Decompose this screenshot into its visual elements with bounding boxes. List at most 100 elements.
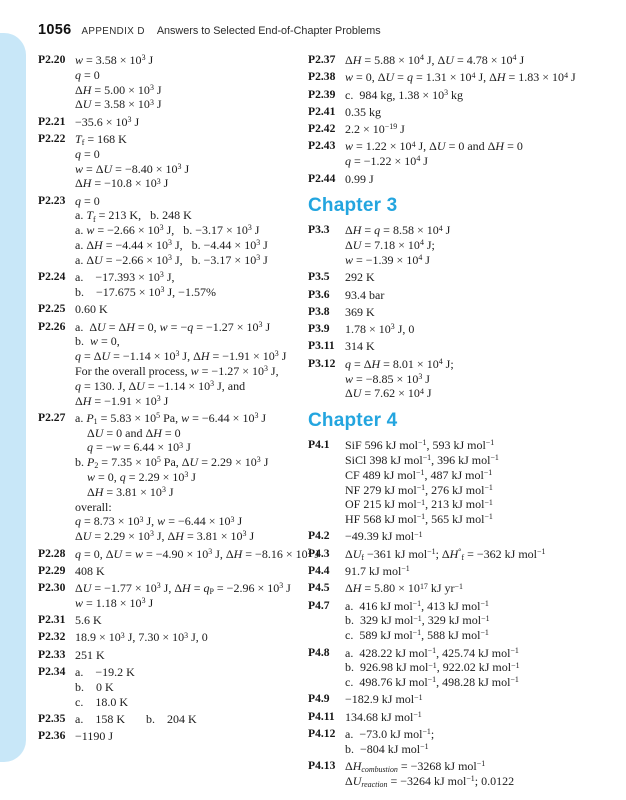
answer-line: SiCl 398 kJ mol−1, 396 kJ mol−1 xyxy=(345,452,499,467)
answer-line: overall: xyxy=(75,499,112,514)
answer-entry: P3.9 1.78 × 103 J, 0 xyxy=(308,322,620,337)
answer-line: a. −17.393 × 103 J, xyxy=(75,270,175,285)
answer-line: ΔH = −1.91 × 103 J xyxy=(75,393,169,408)
problem-label: P3.8 xyxy=(308,304,330,318)
page-number: 1056 xyxy=(38,22,72,38)
answer-entry: P2.25 0.60 K xyxy=(38,302,306,317)
answer-lines: a. −17.393 × 103 J, b. −17.675 × 103 J, −… xyxy=(75,270,306,300)
answer-line: b. −804 kJ mol−1 xyxy=(345,741,429,756)
answer-line: w = 0, ΔU = q = 1.31 × 104 J, ΔH = 1.83 … xyxy=(345,70,576,85)
answer-line: q = 130. J, ΔU = −1.14 × 103 J, and xyxy=(75,378,246,393)
answer-line: b. w = 0, xyxy=(75,334,120,349)
problem-label: P2.22 xyxy=(38,131,66,145)
answer-lines: a. 416 kJ mol−1, 413 kJ mol−1 b. 329 kJ m… xyxy=(345,599,620,643)
answer-entry: P2.24 a. −17.393 × 103 J, b. −17.675 × 103… xyxy=(38,270,306,300)
answer-entry: P2.21 −35.6 × 103 J xyxy=(38,115,306,130)
problem-label: P2.42 xyxy=(308,122,336,136)
page-title: Answers to Selected End-of-Chapter Probl… xyxy=(156,25,381,37)
problem-label: P2.41 xyxy=(308,104,336,118)
answer-lines: ΔH = q = 8.58 × 104 J ΔU = 7.18 × 104 J; w… xyxy=(345,223,620,267)
answer-entry: P4.13 ΔHcombustion = −3268 kJ mol−1 ΔUreac… xyxy=(308,759,620,789)
answer-line: −182.9 kJ mol−1 xyxy=(345,692,423,707)
answer-lines: 0.35 kg xyxy=(345,105,620,120)
problem-label: P2.23 xyxy=(38,193,66,207)
answer-line: a. 158 K b. 204 K xyxy=(75,711,197,726)
page-edge-tab xyxy=(0,33,26,762)
answer-line: 314 K xyxy=(345,339,375,354)
answer-lines: −182.9 kJ mol−1 xyxy=(345,692,620,707)
problem-label: P2.36 xyxy=(38,729,66,743)
answer-line: a. ΔU = ΔH = 0, w = −q = −1.27 × 103 J xyxy=(75,319,271,334)
answer-line: ΔH = 5.80 × 1017 kJ yr−1 xyxy=(345,581,463,596)
answer-line: 369 K xyxy=(345,304,375,319)
answer-lines: 251 K xyxy=(75,648,306,663)
answer-line: ΔU = −1.77 × 103 J, ΔH = qP = −2.96 × 10… xyxy=(75,581,291,597)
answer-line: ΔU = 0 and ΔH = 0 xyxy=(75,425,181,440)
answer-line: NF 279 kJ mol−1, 276 kJ mol−1 xyxy=(345,482,493,497)
problem-label: P2.33 xyxy=(38,647,66,661)
answer-line: a. w = −2.66 × 103 J, b. −3.17 × 103 J xyxy=(75,223,260,238)
answer-lines: 408 K xyxy=(75,564,306,579)
answer-line: ΔH = 5.00 × 103 J xyxy=(75,82,162,97)
answer-line: ΔUf −361 kJ mol−1; ΔH°f = −362 kJ mol−1 xyxy=(345,546,546,562)
answer-lines: a. −73.0 kJ mol−1; b. −804 kJ mol−1 xyxy=(345,727,620,757)
answer-line: CF 489 kJ mol−1, 487 kJ mol−1 xyxy=(345,467,493,482)
answer-line: −1190 J xyxy=(75,729,113,744)
answer-line: a. 428.22 kJ mol−1, 425.74 kJ mol−1 xyxy=(345,645,519,660)
answer-line: ΔU = 7.18 × 104 J; xyxy=(345,238,435,253)
problem-label: P2.39 xyxy=(308,87,336,101)
answer-line: 18.9 × 103 J, 7.30 × 103 J, 0 xyxy=(75,630,208,645)
answer-lines: ΔHcombustion = −3268 kJ mol−1 ΔUreaction … xyxy=(345,759,620,789)
answer-line: ΔH = 5.88 × 104 J, ΔU = 4.78 × 104 J xyxy=(345,53,525,67)
answer-entry: P3.6 93.4 bar xyxy=(308,288,620,303)
answer-entry: P2.43 w = 1.22 × 104 J, ΔU = 0 and ΔH = 0… xyxy=(308,139,620,169)
problem-label: P2.24 xyxy=(38,270,66,284)
answer-entry: P3.5 292 K xyxy=(308,270,620,285)
answer-entry: P2.41 0.35 kg xyxy=(308,105,620,120)
answer-line: a. ΔH = −4.44 × 103 J, b. −4.44 × 103 J xyxy=(75,238,268,253)
answer-line: 0.60 K xyxy=(75,302,108,317)
problem-label: P4.2 xyxy=(308,529,330,543)
problem-label: P2.25 xyxy=(38,302,66,316)
answer-lines: ΔUf −361 kJ mol−1; ΔH°f = −362 kJ mol−1 xyxy=(345,547,620,562)
problem-label: P4.4 xyxy=(308,564,330,578)
answer-entry: P2.30 ΔU = −1.77 × 103 J, ΔH = qP = −2.96… xyxy=(38,581,306,611)
answer-lines: ΔU = −1.77 × 103 J, ΔH = qP = −2.96 × 10… xyxy=(75,581,306,611)
problem-label: P2.28 xyxy=(38,546,66,560)
answer-line: 0.99 J xyxy=(345,171,374,186)
answer-lines: a. P1 = 5.83 × 105 Pa, w = −6.44 × 103 J… xyxy=(75,411,306,544)
answer-line: b. 926.98 kJ mol−1, 922.02 kJ mol−1 xyxy=(345,660,520,675)
problem-label: P4.9 xyxy=(308,692,330,706)
answer-lines: a. 428.22 kJ mol−1, 425.74 kJ mol−1 b. 92… xyxy=(345,646,620,690)
answer-line: HF 568 kJ mol−1, 565 kJ mol−1 xyxy=(345,512,493,527)
problem-label: P4.11 xyxy=(308,709,335,723)
answer-line: OF 215 kJ mol−1, 213 kJ mol−1 xyxy=(345,497,493,512)
problem-label: P4.8 xyxy=(308,645,330,659)
answer-line: 5.6 K xyxy=(75,613,102,628)
answer-entry: P2.38 w = 0, ΔU = q = 1.31 × 104 J, ΔH = … xyxy=(308,70,620,85)
answer-entry: P2.29 408 K xyxy=(38,564,306,579)
answer-lines: 5.6 K xyxy=(75,613,306,628)
answer-line: 93.4 bar xyxy=(345,287,385,302)
answer-line: w = 0, q = 2.29 × 103 J xyxy=(87,470,196,485)
answer-lines: 1.78 × 103 J, 0 xyxy=(345,322,620,337)
problem-label: P2.30 xyxy=(38,581,66,595)
answer-line: q = −w = 6.44 × 103 J xyxy=(87,440,191,455)
answer-line: a. 416 kJ mol−1, 413 kJ mol−1 xyxy=(345,598,489,613)
answer-entry: P2.26 a. ΔU = ΔH = 0, w = −q = −1.27 × 10… xyxy=(38,320,306,409)
answer-entry: P4.11 134.68 kJ mol−1 xyxy=(308,710,620,725)
answer-line: ΔUreaction = −3264 kJ mol−1; 0.0122 xyxy=(345,773,515,790)
answer-line: 2.2 × 10−19 J xyxy=(345,122,405,137)
problem-label: P3.12 xyxy=(308,356,336,370)
answer-line: ΔH = q = 8.58 × 104 J xyxy=(345,223,451,238)
answer-entry: P2.28 q = 0, ΔU = w = −4.90 × 103 J, ΔH =… xyxy=(38,546,319,562)
answer-entry: P2.27 a. P1 = 5.83 × 105 Pa, w = −6.44 × … xyxy=(38,411,306,544)
answer-line: 1.78 × 103 J, 0 xyxy=(345,322,415,337)
